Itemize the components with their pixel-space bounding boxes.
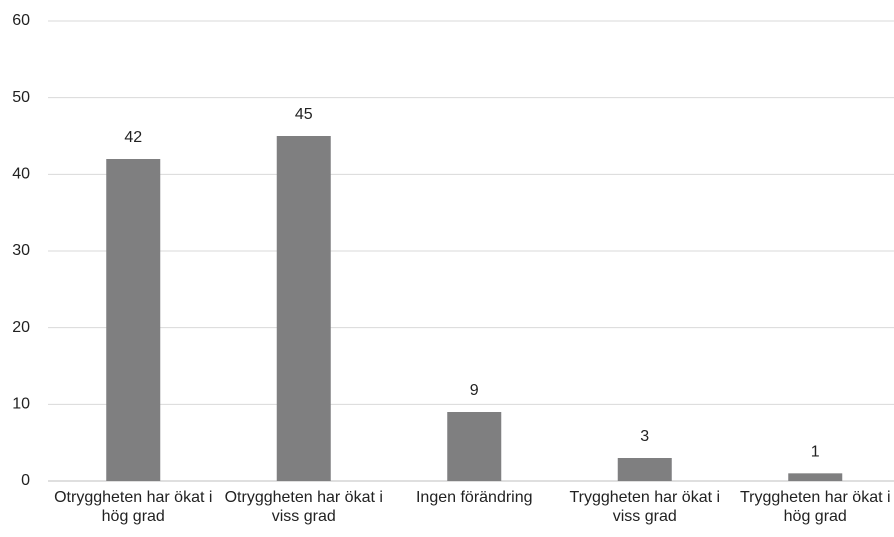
y-tick-label: 60	[12, 12, 30, 29]
data-label: 3	[640, 428, 649, 445]
y-tick-label: 10	[12, 396, 30, 413]
data-label: 42	[124, 129, 142, 146]
data-label: 9	[470, 382, 479, 399]
x-tick-label: Otryggheten har ökat i viss grad	[224, 489, 383, 525]
x-tick-label: Otryggheten har ökat i hög grad	[54, 489, 213, 525]
y-tick-label: 0	[21, 472, 30, 489]
bar	[447, 412, 502, 481]
bar	[106, 159, 161, 481]
y-tick-label: 50	[12, 89, 30, 106]
bar	[788, 473, 843, 481]
y-tick-label: 40	[12, 166, 30, 183]
x-tick-label: Ingen förändring	[415, 489, 533, 506]
data-label: 1	[811, 444, 820, 461]
y-tick-label: 20	[12, 319, 30, 336]
data-label: 45	[295, 106, 313, 123]
y-tick-label: 30	[12, 242, 30, 259]
bar	[276, 136, 331, 481]
x-tick-label: Tryggheten har ökat i hög grad	[739, 489, 891, 525]
x-tick-label: Tryggheten har ökat i viss grad	[569, 489, 721, 525]
bar	[617, 458, 672, 481]
